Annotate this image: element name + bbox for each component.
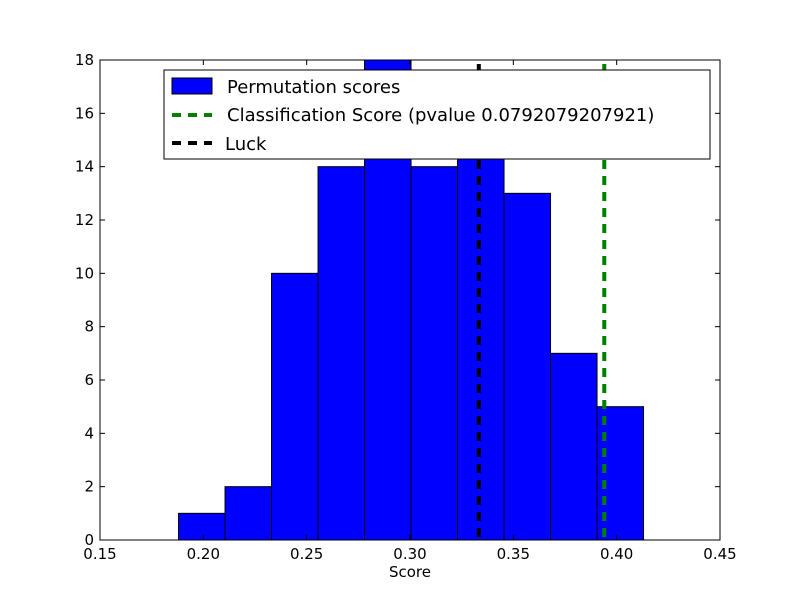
y-tick-label-9: 18 [75, 51, 94, 69]
y-tick-label-3: 6 [84, 371, 94, 389]
x-axis-label: Score [389, 563, 431, 581]
legend: Permutation scores Classification Score … [163, 69, 711, 160]
legend-swatch-permutation [171, 77, 213, 95]
x-tick-label-2: 0.25 [290, 545, 323, 563]
histogram-bar-5 [410, 166, 459, 541]
legend-label-permutation: Permutation scores [227, 77, 400, 98]
y-tick-label-4: 8 [84, 318, 94, 336]
histogram-bar-1 [224, 486, 273, 541]
legend-label-classification: Classification Score (pvalue 0.079207920… [227, 105, 654, 126]
legend-box [163, 69, 711, 160]
x-tick-label-5: 0.40 [600, 545, 633, 563]
y-tick-label-5: 10 [75, 264, 94, 282]
y-tick-label-2: 4 [84, 424, 94, 442]
histogram-bar-8 [550, 352, 598, 541]
x-tick-label-6: 0.45 [703, 545, 736, 563]
y-tick-label-1: 2 [84, 478, 94, 496]
histogram-bar-2 [271, 272, 319, 541]
x-tick-label-3: 0.30 [393, 545, 426, 563]
y-tick-label-7: 14 [75, 158, 94, 176]
ticks-layer: 0.15 0.20 0.25 0.30 0.35 0.40 0.45 0 2 4 6 8 10 12 14 1… [75, 51, 737, 563]
y-tick-label-6: 12 [75, 211, 94, 229]
y-tick-label-0: 0 [84, 531, 94, 549]
x-tick-label-4: 0.35 [497, 545, 530, 563]
histogram-bar-7 [503, 192, 552, 541]
legend-label-luck: Luck [225, 134, 267, 155]
x-tick-label-0: 0.15 [83, 545, 116, 563]
histogram-bar-3 [317, 166, 366, 541]
histogram-bar-0 [178, 512, 226, 541]
y-tick-label-8: 16 [75, 104, 94, 122]
x-tick-label-1: 0.20 [187, 545, 220, 563]
